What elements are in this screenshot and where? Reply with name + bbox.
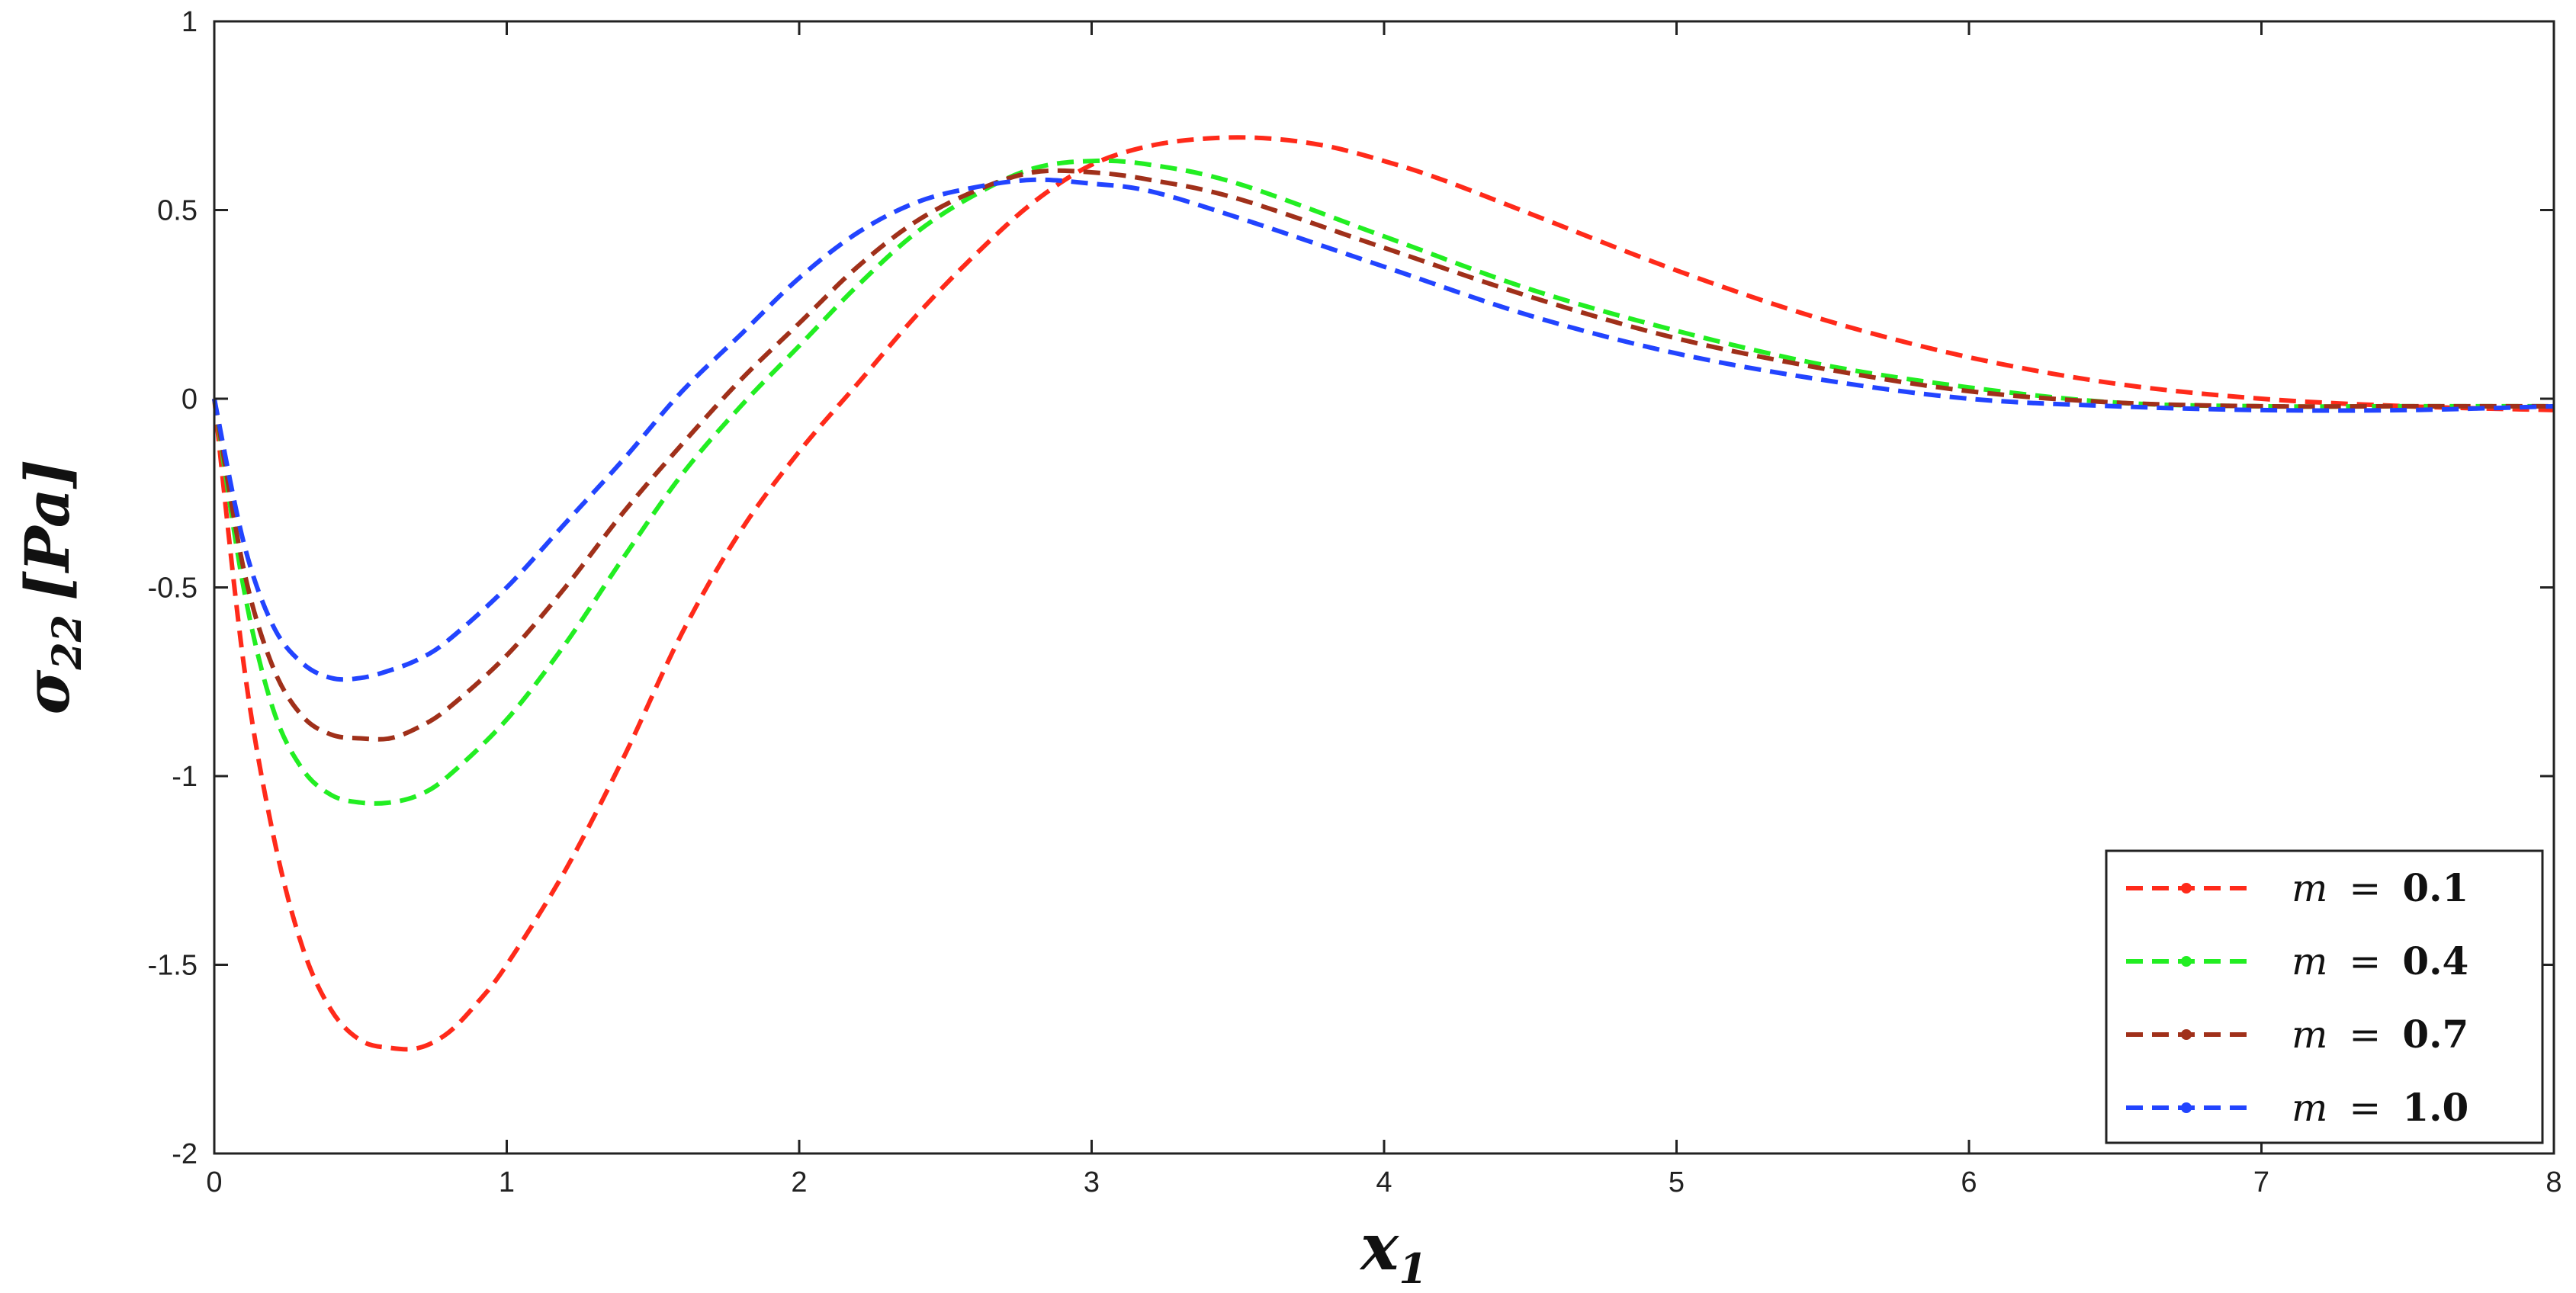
series-layer [212,135,2555,1052]
y-axis-title-sub: 22 [44,614,91,670]
legend-box [2105,849,2544,1144]
legend-swatch-marker [2181,883,2192,894]
legend-label-op: = [2349,939,2381,983]
series-line-4 [212,177,2555,682]
y-tick-label: 1 [181,6,198,38]
legend-label-num: 0.4 [2402,938,2468,983]
legend-swatch-marker [2181,956,2192,967]
x-tick-label: 0 [206,1166,222,1198]
legend-label-var: m [2292,939,2327,983]
x-axis-title: x1 [1359,1209,1428,1293]
legend-label-var: m [2292,866,2327,910]
legend: m = 0.1 m = 0.4 m = 0.7 m = 1.0 [2105,849,2544,1144]
y-axis-title-unit: [Pa] [11,460,83,602]
y-tick-label: -1 [172,761,198,793]
ticks-layer: 0 1 2 3 4 5 6 7 8 1 0.5 0 -0.5 -1 -1.5 -2 [148,6,2562,1198]
y-tick-label: 0.5 [157,195,198,227]
legend-label-num: 1.0 [2402,1085,2468,1130]
x-tick-label: 6 [1961,1166,1977,1198]
legend-label-op: = [2349,1086,2381,1130]
legend-label: m = 0.1 [2292,865,2468,910]
legend-label-op: = [2349,1012,2381,1057]
y-axis-title-main: σ [11,669,83,714]
legend-swatch-marker [2181,1029,2192,1040]
legend-label-var: m [2292,1012,2327,1057]
legend-label: m = 1.0 [2292,1085,2468,1130]
y-tick-label: -1.5 [148,950,198,982]
series-line-1 [212,135,2555,1052]
y-tick-label: 0 [181,383,198,415]
x-tick-label: 3 [1084,1166,1100,1198]
legend-label-num: 0.7 [2402,1012,2468,1057]
legend-label: m = 0.4 [2292,938,2468,983]
y-tick-label: -0.5 [148,573,198,605]
x-axis-title-main: x [1359,1209,1399,1285]
x-axis-title-sub: 1 [1399,1244,1428,1293]
x-tick-label: 5 [1669,1166,1685,1198]
y-tick-label: -2 [172,1138,198,1170]
legend-label-num: 0.1 [2402,865,2468,910]
x-tick-label: 8 [2545,1166,2562,1198]
series-line-2 [212,158,2554,806]
y-axis-title: σ22 [Pa] [11,460,91,715]
x-tick-label: 1 [499,1166,515,1198]
legend-label-op: = [2349,866,2381,910]
legend-label-var: m [2292,1086,2327,1130]
series-line-3 [212,168,2554,742]
legend-swatch-marker [2181,1102,2192,1113]
x-tick-label: 4 [1376,1166,1392,1198]
x-tick-label: 2 [791,1166,807,1198]
x-tick-label: 7 [2253,1166,2269,1198]
legend-items: m = 0.1 m = 0.4 m = 0.7 m = 1.0 [2126,865,2468,1130]
legend-label: m = 0.7 [2292,1012,2468,1057]
